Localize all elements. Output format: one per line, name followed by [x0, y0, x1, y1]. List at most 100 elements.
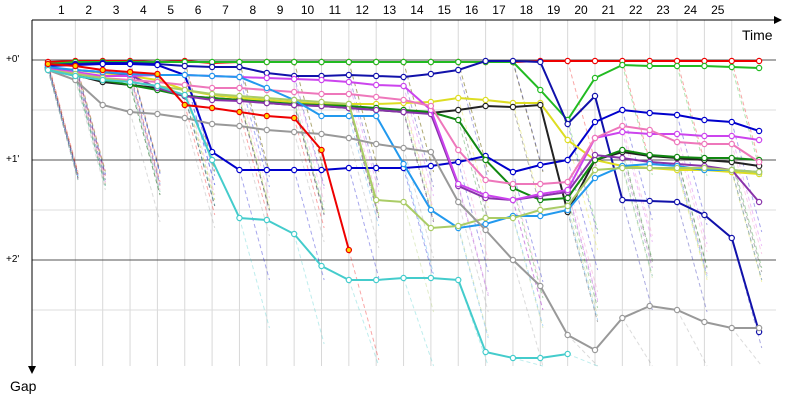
data-point	[728, 166, 735, 174]
projection-line	[293, 75, 325, 187]
projection-line	[238, 125, 270, 237]
projection-line	[348, 107, 380, 219]
data-point	[236, 63, 243, 71]
data-point	[44, 60, 52, 68]
data-point	[373, 112, 380, 120]
x-axis-label: Time	[742, 27, 773, 43]
projection-line	[129, 71, 161, 183]
projection-line	[47, 69, 79, 181]
data-point	[373, 106, 380, 114]
projection-line	[567, 211, 599, 323]
data-point	[455, 94, 462, 102]
data-point	[619, 61, 626, 69]
projection-line	[457, 69, 489, 181]
projection-line	[512, 183, 544, 295]
projection-line	[47, 68, 79, 180]
projection-line	[238, 61, 270, 173]
data-point	[537, 282, 544, 290]
projection-line	[238, 217, 270, 329]
data-point	[400, 160, 407, 168]
data-point	[208, 72, 216, 80]
data-point	[591, 151, 599, 159]
data-point	[537, 212, 544, 220]
data-point	[208, 84, 216, 92]
projection-line	[621, 165, 653, 277]
projection-line	[403, 99, 435, 211]
axes: Time Gap	[10, 16, 782, 394]
projection-line	[293, 99, 325, 211]
projection-line	[293, 101, 325, 213]
projection-line	[512, 60, 544, 172]
projection-line	[676, 60, 708, 172]
data-point	[263, 84, 270, 92]
data-point	[537, 180, 544, 188]
data-point	[591, 118, 599, 126]
projection-line	[238, 76, 270, 188]
data-point	[591, 134, 599, 142]
data-point	[373, 58, 380, 66]
x-tick-label: 9	[277, 3, 284, 17]
y-tick-label: +2'	[6, 254, 19, 265]
y-axis-arrow-icon	[28, 366, 36, 374]
projection-line	[567, 209, 599, 321]
projection-line	[348, 74, 380, 186]
x-tick-label: 15	[438, 3, 452, 17]
projection-line	[457, 185, 489, 297]
data-point	[208, 104, 216, 112]
projection-line	[621, 131, 653, 243]
projection-line	[676, 167, 708, 279]
projection-line	[47, 66, 79, 178]
projection-line	[457, 119, 489, 231]
projection-line	[512, 171, 544, 283]
projection-line	[621, 199, 653, 311]
data-point	[318, 58, 325, 66]
data-point	[400, 144, 407, 152]
projection-line	[512, 106, 544, 218]
data-point	[236, 166, 243, 174]
data-point	[345, 78, 353, 86]
projection-line	[403, 76, 435, 188]
data-point	[318, 130, 325, 138]
data-point	[482, 96, 489, 104]
projection-line	[403, 61, 435, 173]
projection-line	[47, 61, 79, 173]
data-point	[236, 92, 243, 100]
data-point	[208, 96, 216, 104]
projection-line	[731, 143, 763, 255]
data-point	[290, 230, 298, 238]
projection-line	[74, 63, 106, 175]
data-point	[455, 222, 462, 230]
projection-line	[567, 189, 599, 301]
data-point	[591, 74, 599, 82]
data-point	[646, 164, 653, 172]
data-point	[701, 318, 708, 326]
projection-line	[348, 137, 380, 249]
projection-line	[457, 227, 489, 339]
data-point	[427, 102, 435, 110]
projection-line	[74, 73, 106, 185]
data-point	[537, 190, 544, 198]
projection-line	[47, 68, 79, 180]
data-point	[208, 63, 216, 71]
data-point	[482, 214, 489, 222]
projection-line	[238, 99, 270, 211]
data-point	[619, 122, 626, 130]
data-point	[455, 146, 462, 154]
series-red-dnf	[44, 60, 353, 254]
data-point	[728, 132, 735, 140]
projection-line	[676, 65, 708, 177]
projection-line	[457, 97, 489, 209]
x-tick-labels: 1 2 3 4 5 6 7 8 9 10 11 12 13 14 15 16 17 18 19 20 21 22 23 24 2…	[58, 3, 725, 17]
series-line	[47, 69, 568, 359]
data-point	[755, 64, 763, 72]
projection-line	[731, 135, 763, 247]
data-point	[509, 103, 517, 111]
data-point	[509, 196, 517, 204]
data-point	[318, 146, 325, 154]
data-point	[701, 154, 708, 162]
projection-line	[676, 163, 708, 275]
data-point	[263, 58, 270, 66]
projection-line	[74, 69, 106, 181]
data-point	[154, 110, 161, 118]
